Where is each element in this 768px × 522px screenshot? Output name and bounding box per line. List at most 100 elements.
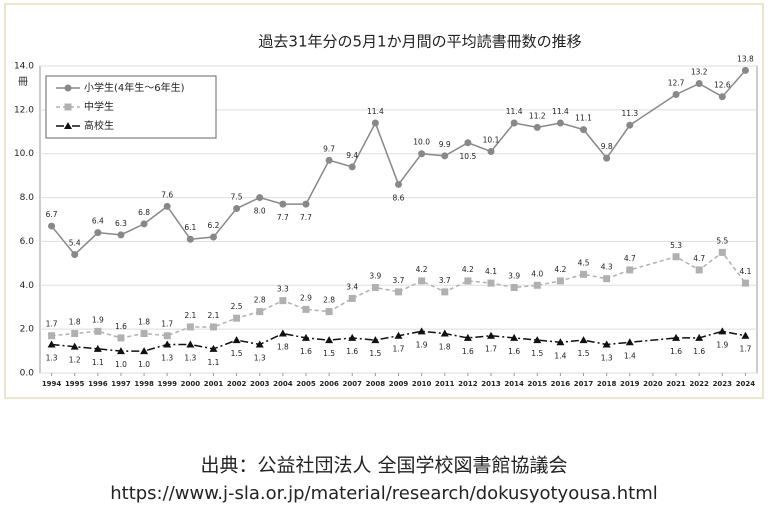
value-label: 1.7 (393, 345, 405, 354)
x-tick-label: 2006 (319, 380, 339, 388)
marker (672, 333, 681, 341)
marker (117, 231, 125, 239)
marker (418, 277, 426, 285)
x-tick-label: 2019 (620, 380, 640, 388)
value-label: 1.5 (323, 349, 335, 358)
marker (371, 119, 379, 127)
value-label: 1.5 (531, 349, 543, 358)
y-tick-label: 12.0 (14, 105, 34, 115)
marker (163, 202, 171, 210)
value-label: 10.5 (460, 152, 477, 161)
value-label: 1.1 (92, 358, 104, 367)
legend-label: 小学生(4年生～6年生) (84, 81, 185, 94)
marker (232, 336, 241, 344)
legend-box (45, 75, 217, 139)
x-tick-label: 2007 (342, 380, 362, 388)
marker (626, 121, 634, 129)
x-tick-label: 1997 (111, 380, 131, 388)
series-line (51, 251, 747, 339)
marker (510, 333, 519, 341)
series-line (51, 330, 746, 352)
value-label: 1.8 (439, 343, 451, 352)
value-label: 1.3 (161, 353, 173, 362)
marker (140, 220, 148, 228)
marker (533, 123, 541, 131)
x-tick-label: 2010 (412, 380, 432, 388)
marker (510, 119, 518, 127)
marker (440, 329, 449, 337)
x-tick-label: 2004 (273, 380, 293, 388)
value-label: 4.1 (485, 267, 497, 276)
marker (233, 314, 241, 322)
marker (441, 152, 449, 160)
x-tick-label: 2017 (574, 380, 594, 388)
marker (163, 340, 172, 348)
value-label: 13.2 (691, 68, 708, 77)
value-label: 6.3 (115, 219, 127, 228)
legend-marker (64, 122, 72, 129)
x-tick-label: 2022 (689, 380, 709, 388)
legend-label: 高校生 (84, 119, 114, 132)
marker (279, 200, 287, 208)
marker (625, 338, 634, 346)
value-label: 1.4 (554, 351, 566, 360)
value-label: 7.5 (231, 193, 243, 202)
marker (487, 279, 495, 287)
marker (348, 294, 356, 302)
marker (741, 66, 749, 74)
value-label: 4.7 (624, 254, 636, 263)
legend-label: 中学生 (84, 100, 114, 113)
value-label: 1.9 (416, 340, 428, 349)
marker (441, 288, 449, 296)
y-tick-label: 14.0 (14, 62, 34, 72)
marker (325, 336, 334, 344)
x-tick-label: 1998 (134, 380, 154, 388)
value-label: 1.7 (46, 320, 58, 329)
marker (487, 331, 496, 339)
value-label: 12.7 (668, 79, 685, 88)
x-tick-label: 2020 (643, 380, 663, 388)
value-label: 11.4 (367, 107, 384, 116)
value-label: 1.8 (138, 318, 150, 327)
marker (256, 308, 264, 316)
value-label: 1.3 (184, 353, 196, 362)
value-label: 11.1 (575, 114, 592, 123)
value-label: 3.3 (277, 285, 289, 294)
marker (603, 275, 611, 283)
marker (94, 229, 102, 237)
value-label: 4.3 (601, 263, 613, 272)
x-tick-label: 2018 (597, 380, 617, 388)
value-label: 3.4 (346, 282, 358, 291)
marker (718, 93, 726, 101)
marker (672, 91, 680, 99)
value-label: 3.9 (508, 271, 520, 280)
source: 出典：公益社団法人 全国学校図書館協議会 (200, 455, 567, 477)
value-label: 1.6 (115, 322, 127, 331)
value-label: 2.8 (323, 296, 335, 305)
value-label: 1.5 (231, 349, 243, 358)
value-label: 5.5 (716, 236, 728, 245)
value-label: 1.2 (69, 356, 81, 365)
chart-frame (4, 3, 764, 399)
marker (580, 270, 588, 278)
legend-marker (64, 84, 72, 92)
marker (186, 323, 194, 331)
value-label: 9.4 (346, 151, 358, 160)
value-label: 6.7 (46, 210, 58, 219)
value-label: 1.7 (485, 345, 497, 354)
value-label: 4.5 (578, 258, 590, 267)
marker (140, 330, 148, 338)
marker (602, 340, 611, 348)
value-label: 5.3 (670, 241, 682, 250)
value-label: 4.1 (739, 267, 751, 276)
value-label: 9.9 (439, 140, 451, 149)
value-label: 1.8 (69, 318, 81, 327)
marker (464, 277, 472, 285)
marker (48, 222, 56, 230)
marker (348, 163, 356, 171)
marker (117, 334, 125, 342)
x-tick-label: 2012 (458, 380, 478, 388)
x-tick-label: 2016 (551, 380, 571, 388)
